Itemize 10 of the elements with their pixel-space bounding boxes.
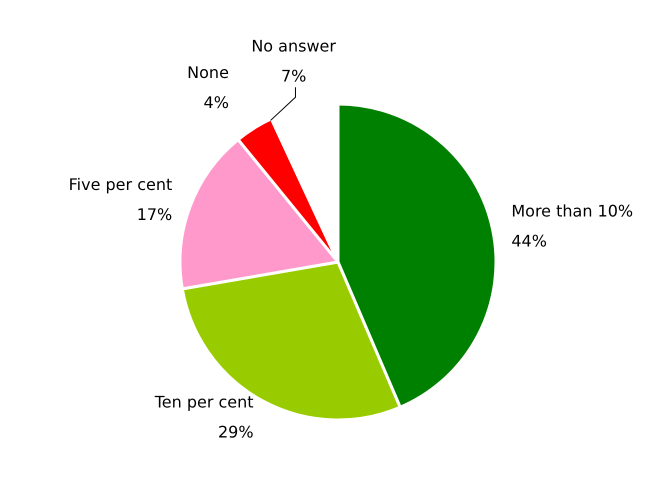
data-label: 29%: [218, 422, 254, 442]
slice-label: Five per cent: [68, 175, 172, 194]
slice-label: More than 10%: [511, 201, 634, 220]
data-label: 4%: [204, 92, 229, 112]
data-label: 7%: [280, 66, 306, 86]
slice-label: None: [187, 62, 229, 82]
slice-label: No answer: [251, 36, 336, 56]
data-label: 17%: [136, 205, 172, 224]
data-label: 44%: [511, 231, 547, 250]
slice-label: Ten per cent: [154, 392, 254, 412]
